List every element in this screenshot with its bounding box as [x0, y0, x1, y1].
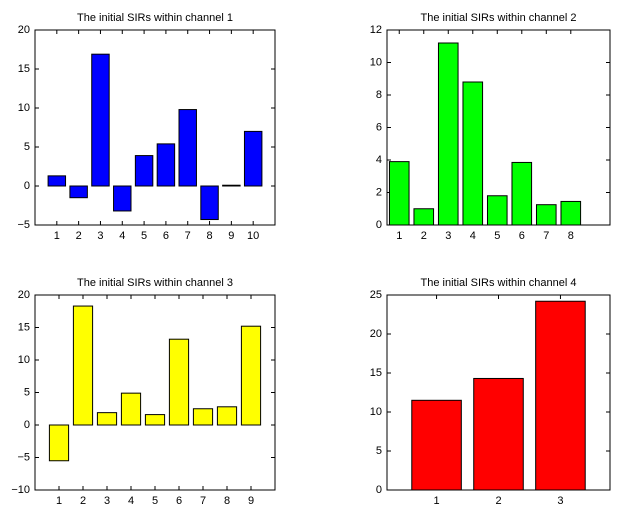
- y-tick-label: 5: [24, 141, 30, 153]
- bar: [411, 399, 462, 491]
- bar: [200, 185, 219, 221]
- bar: [144, 414, 166, 426]
- x-tick-label: 4: [470, 230, 476, 242]
- bar: [486, 195, 508, 226]
- axes-box: [34, 294, 276, 491]
- y-tick-label: 0: [376, 219, 382, 231]
- y-tick-label: 5: [376, 445, 382, 457]
- bar: [96, 412, 118, 426]
- bar: [178, 109, 197, 187]
- y-tick-label: 6: [376, 121, 382, 133]
- x-tick-label: 5: [494, 230, 500, 242]
- bar: [120, 392, 142, 426]
- bar: [156, 143, 176, 187]
- bar: [535, 300, 586, 491]
- y-tick-label: 0: [24, 419, 30, 431]
- bar: [388, 161, 410, 226]
- y-tick-label: 10: [370, 56, 382, 68]
- bar: [462, 81, 484, 226]
- bar: [91, 53, 110, 187]
- x-tick-label: 1: [54, 230, 60, 242]
- x-tick-label: 1: [433, 495, 439, 507]
- bar: [535, 204, 557, 226]
- y-tick-label: 12: [370, 24, 382, 36]
- y-tick-label: 10: [370, 406, 382, 418]
- bar: [113, 185, 132, 212]
- x-tick-label: 3: [557, 495, 563, 507]
- x-tick-label: 8: [206, 230, 212, 242]
- bar: [413, 208, 435, 226]
- x-tick-label: 6: [163, 230, 169, 242]
- x-tick-label: 3: [445, 230, 451, 242]
- bar: [168, 338, 190, 426]
- y-tick-label: −5: [17, 219, 30, 231]
- x-tick-label: 10: [247, 230, 259, 242]
- y-tick-label: 2: [376, 186, 382, 198]
- x-tick-label: 7: [185, 230, 191, 242]
- y-tick-label: 10: [18, 354, 30, 366]
- axes-box: [386, 29, 611, 226]
- chart-title: The initial SIRs within channel 3: [77, 277, 233, 289]
- x-tick-label: 7: [543, 230, 549, 242]
- y-tick-label: 0: [24, 180, 30, 192]
- x-tick-label: 9: [248, 495, 254, 507]
- bar: [69, 185, 88, 199]
- bar: [511, 161, 533, 226]
- x-tick-label: 7: [200, 495, 206, 507]
- bar: [473, 377, 524, 491]
- x-tick-label: 6: [519, 230, 525, 242]
- y-tick-label: 15: [18, 321, 30, 333]
- bar: [192, 408, 214, 426]
- y-tick-label: 8: [376, 89, 382, 101]
- x-tick-label: 2: [495, 495, 501, 507]
- x-tick-label: 8: [224, 495, 230, 507]
- chart-title: The initial SIRs within channel 4: [421, 277, 577, 289]
- y-tick-label: 25: [370, 289, 382, 301]
- bar: [48, 424, 70, 462]
- bar: [243, 130, 263, 187]
- x-tick-label: 6: [176, 495, 182, 507]
- chart-title: The initial SIRs within channel 1: [77, 12, 233, 24]
- y-tick-label: −5: [17, 451, 30, 463]
- y-tick-label: 20: [370, 328, 382, 340]
- x-tick-label: 3: [97, 230, 103, 242]
- bar: [134, 155, 154, 187]
- x-tick-label: 5: [152, 495, 158, 507]
- x-tick-label: 2: [421, 230, 427, 242]
- y-tick-label: 10: [18, 102, 30, 114]
- x-tick-label: 1: [396, 230, 402, 242]
- bar: [560, 200, 582, 226]
- x-tick-label: 1: [56, 495, 62, 507]
- bar: [240, 325, 262, 426]
- x-tick-label: 2: [76, 230, 82, 242]
- bar: [222, 184, 241, 187]
- y-tick-label: 4: [376, 154, 382, 166]
- y-tick-label: 20: [18, 289, 30, 301]
- y-tick-label: 15: [18, 63, 30, 75]
- y-tick-label: 20: [18, 24, 30, 36]
- x-tick-label: 3: [104, 495, 110, 507]
- bar: [72, 305, 94, 426]
- x-tick-label: 2: [80, 495, 86, 507]
- x-tick-label: 4: [119, 230, 125, 242]
- x-tick-label: 8: [568, 230, 574, 242]
- y-tick-label: 0: [376, 484, 382, 496]
- bar: [47, 175, 67, 187]
- chart-title: The initial SIRs within channel 2: [421, 12, 577, 24]
- y-tick-label: −10: [11, 484, 30, 496]
- bar: [216, 406, 238, 426]
- y-tick-label: 15: [370, 367, 382, 379]
- x-tick-label: 4: [128, 495, 134, 507]
- x-tick-label: 5: [141, 230, 147, 242]
- x-tick-label: 9: [228, 230, 234, 242]
- y-tick-label: 5: [24, 386, 30, 398]
- bar: [437, 42, 459, 226]
